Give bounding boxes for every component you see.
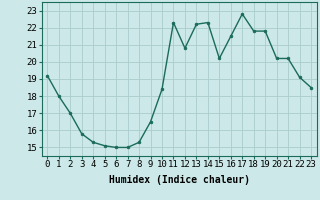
X-axis label: Humidex (Indice chaleur): Humidex (Indice chaleur) [109,175,250,185]
